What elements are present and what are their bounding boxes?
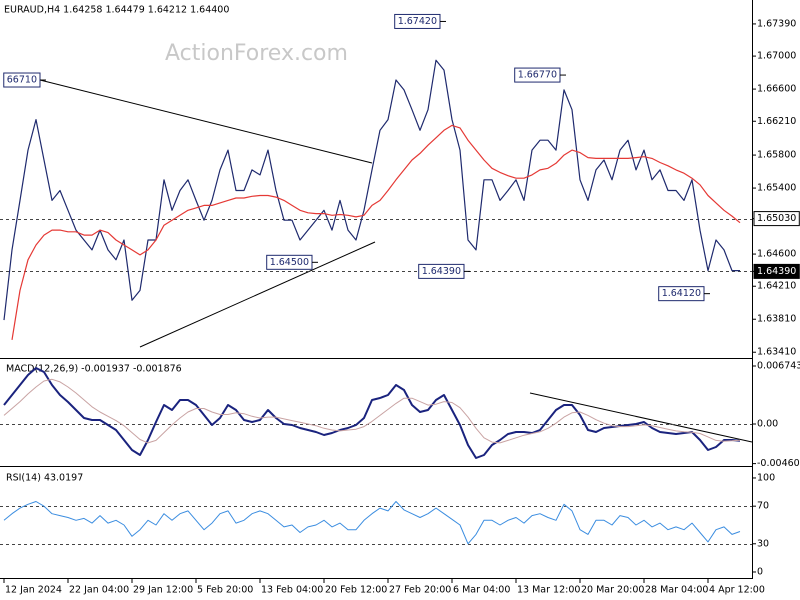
tick-box — [753, 263, 800, 279]
price-label: 66710 — [7, 75, 37, 86]
x-tick-label: 27 Feb 20:00 — [389, 585, 451, 596]
y-tick-label: 1.67390 — [757, 18, 796, 29]
price-label: 1.64120 — [662, 288, 701, 299]
price-label: 1.64500 — [270, 257, 309, 268]
price-label: 1.67420 — [398, 16, 437, 27]
panel-title: RSI(14) 43.0197 — [6, 473, 83, 484]
y-tick-label: 1.66210 — [757, 116, 796, 127]
y-tick-label: 1.67000 — [757, 51, 796, 62]
y-tick-label: 1.65030 — [757, 213, 796, 224]
x-tick-label: 4 Apr 12:00 — [709, 585, 765, 596]
x-tick-label: 22 Jan 04:00 — [69, 585, 129, 596]
series-line — [3, 59, 740, 321]
x-tick-label: 20 Feb 12:00 — [325, 585, 387, 596]
x-tick-label: 12 Jan 2024 — [5, 585, 62, 596]
y-tick-label: 1.64210 — [757, 281, 796, 292]
x-tick-label: 13 Feb 04:00 — [261, 585, 323, 596]
panel-title: MACD(12,26,9) -0.001937 -0.001876 — [6, 364, 182, 375]
chart-title: EURAUD,H4 1.64258 1.64479 1.64212 1.6440… — [4, 5, 229, 16]
y-tick-label: 1.65800 — [757, 150, 796, 161]
tick-box — [753, 211, 800, 227]
x-tick-label: 6 Mar 04:00 — [453, 585, 510, 596]
y-tick-label: -0.004603 — [757, 458, 800, 469]
y-tick-label: 70 — [757, 501, 769, 512]
price-label: 1.66770 — [518, 70, 557, 81]
y-tick-label: 30 — [757, 538, 769, 549]
y-tick-label: 1.64600 — [757, 249, 796, 260]
y-tick-label: 1.64390 — [757, 266, 796, 277]
x-tick-label: 28 Mar 04:00 — [645, 585, 708, 596]
x-tick-label: 13 Mar 12:00 — [517, 585, 580, 596]
y-tick-label: 0.006743 — [757, 360, 800, 371]
series-line — [3, 378, 741, 444]
trend-line — [39, 79, 373, 164]
price-label: 1.64390 — [422, 266, 461, 277]
y-tick-label: 1.63810 — [757, 314, 796, 325]
series-line — [3, 501, 741, 545]
x-tick-label: 5 Feb 20:00 — [197, 585, 253, 596]
y-tick-label: 0.00 — [757, 419, 778, 430]
x-tick-label: 20 Mar 20:00 — [581, 585, 644, 596]
y-tick-label: 1.66600 — [757, 84, 796, 95]
x-tick-label: 29 Jan 12:00 — [133, 585, 193, 596]
y-tick-label: 1.63410 — [757, 347, 796, 358]
y-tick-label: 100 — [757, 472, 775, 483]
y-tick-label: 1.65400 — [757, 183, 796, 194]
trend-line — [139, 241, 376, 348]
y-tick-label: 0 — [757, 566, 763, 577]
trend-line — [529, 392, 753, 443]
series-line — [11, 124, 741, 340]
watermark: ActionForex.com — [165, 41, 348, 66]
